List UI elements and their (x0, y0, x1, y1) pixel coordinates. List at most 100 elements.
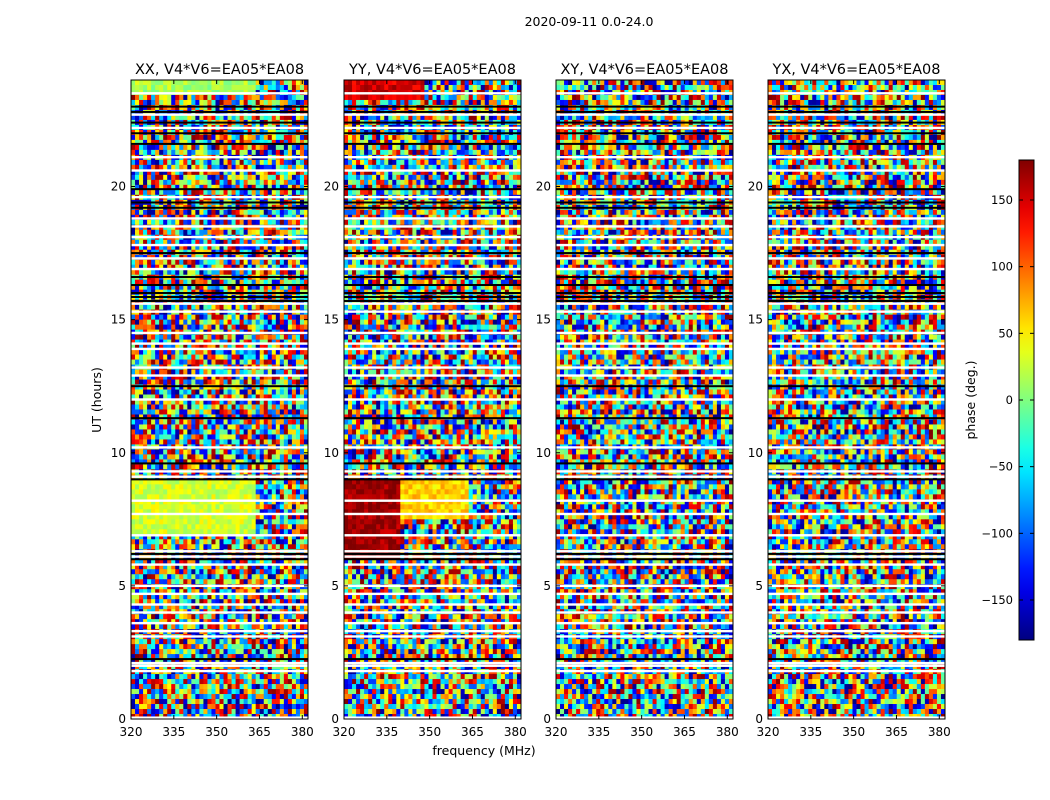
flagged-row-black (131, 417, 308, 420)
panel-yx: YX, V4*V6=EA05*EA08 320 335 350 365 380 0 5 10 15… (748, 62, 951, 739)
flagged-row-white (131, 113, 308, 116)
flagged-row-white (556, 550, 733, 553)
flagged-row-black (131, 478, 308, 481)
flagged-row-black (131, 284, 308, 287)
flagged-row-black (556, 417, 733, 420)
flagged-row-black (344, 462, 521, 465)
flagged-row-white (768, 534, 945, 537)
x-tick-label: 335 (375, 725, 398, 739)
flagged-row-white (344, 592, 521, 596)
flagged-row-white (344, 169, 521, 172)
colorbar-tick-label: 50 (998, 326, 1013, 340)
x-tick-label: 380 (928, 725, 951, 739)
flagged-row-white (344, 347, 521, 351)
flagged-row-white (768, 512, 945, 516)
x-tick-label: 335 (587, 725, 610, 739)
x-tick-label: 320 (757, 725, 780, 739)
x-tick-label: 365 (885, 725, 908, 739)
y-tick-label: 10 (324, 446, 339, 460)
flagged-row-black (556, 385, 733, 388)
flagged-row-white (768, 550, 945, 553)
flagged-row-white (344, 342, 521, 345)
flagged-row-white (131, 555, 308, 558)
flagged-row-black (344, 385, 521, 388)
flagged-row-white (556, 257, 733, 260)
flagged-row-black (131, 276, 308, 279)
flagged-row-black (768, 385, 945, 388)
flagged-row-black (344, 417, 521, 420)
flagged-row-black (556, 658, 733, 661)
flagged-row-black (131, 188, 308, 191)
flagged-row-white (131, 563, 308, 566)
flagged-row-white (768, 611, 945, 614)
heatmap-cells (768, 80, 945, 719)
flagged-row-black (556, 252, 733, 255)
flagged-row-white (131, 217, 308, 220)
flagged-row-white (768, 446, 945, 449)
flagged-row-white (768, 366, 945, 369)
flagged-row-white (556, 267, 733, 271)
flagged-row-white (768, 669, 945, 673)
colorbar: −150 −100 −50 0 50 100 150 (981, 159, 1035, 641)
panel-title: YX, V4*V6=EA05*EA08 (771, 62, 940, 78)
flagged-row-white (131, 331, 308, 335)
flagged-row-white (344, 512, 521, 516)
flagged-row-white (768, 629, 945, 633)
y-tick-label: 10 (111, 446, 126, 460)
flagged-row-white (344, 257, 521, 260)
flagged-row-black (344, 292, 521, 294)
flagged-row-white (556, 664, 733, 667)
x-tick-label: 320 (545, 725, 568, 739)
flagged-row-black (131, 252, 308, 255)
x-tick-label: 380 (716, 725, 739, 739)
flagged-row-white (344, 243, 521, 247)
flagged-row-white (556, 225, 733, 228)
flagged-row-white (768, 661, 945, 665)
flagged-row-black (768, 478, 945, 481)
flagged-row-black (768, 201, 945, 204)
x-tick-label: 365 (461, 725, 484, 739)
flagged-row-white (768, 603, 945, 606)
flagged-row-black (556, 292, 733, 294)
y-tick-label: 5 (755, 579, 763, 593)
panels-group: XX, V4*V6=EA05*EA08 320 335 350 365 380 0 5 10 15… (111, 62, 951, 739)
flagged-row-black (344, 201, 521, 204)
flagged-row-black (344, 110, 521, 113)
heatmap-cells (131, 80, 308, 719)
flagged-row-white (131, 603, 308, 606)
flagged-row-white (344, 534, 521, 537)
flagged-row-white (344, 584, 521, 588)
panel-frame (555, 79, 734, 720)
y-tick-label: 10 (536, 446, 551, 460)
x-tick-label: 350 (418, 725, 441, 739)
x-tick-label: 350 (842, 725, 865, 739)
flagged-row-white (768, 267, 945, 271)
y-tick-label: 20 (324, 180, 339, 194)
y-tick-label: 0 (118, 712, 126, 726)
y-tick-label: 0 (543, 712, 551, 726)
x-tick-label: 380 (504, 725, 527, 739)
flagged-row-white (344, 611, 521, 614)
y-tick-label: 10 (748, 446, 763, 460)
flagged-row-black (768, 284, 945, 287)
flagged-row-black (131, 201, 308, 204)
flagged-row-white (344, 113, 521, 116)
flagged-row-white (556, 302, 733, 305)
flagged-row-black (768, 558, 945, 561)
panel-title: XX, V4*V6=EA05*EA08 (135, 62, 304, 78)
flagged-row-black (131, 292, 308, 294)
flagged-row-black (344, 276, 521, 279)
y-tick-label: 20 (111, 180, 126, 194)
flagged-row-black (344, 188, 521, 191)
flagged-row-white (768, 331, 945, 335)
flagged-row-white (556, 669, 733, 673)
flagged-row-white (768, 342, 945, 345)
heatmap-cells (556, 80, 733, 719)
panel-yy: YY, V4*V6=EA05*EA08 320 335 350 365 380 0 5 10 15… (324, 62, 527, 739)
flagged-row-white (768, 243, 945, 247)
flagged-row-white (768, 310, 945, 313)
x-tick-label: 335 (799, 725, 822, 739)
flagged-row-black (768, 552, 945, 555)
flagged-row-black (131, 558, 308, 561)
